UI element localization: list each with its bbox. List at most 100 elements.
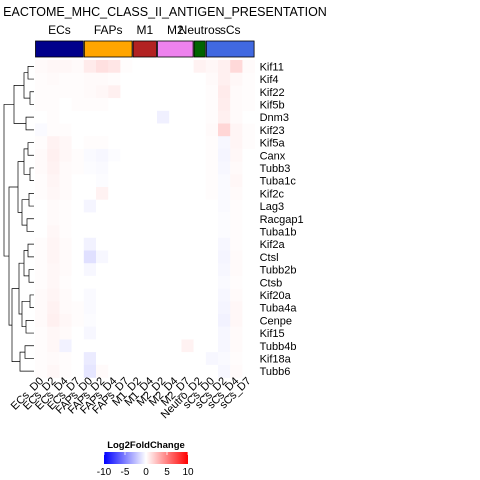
- dendrogram-branch: [3, 104, 14, 257]
- heatmap-cell: [169, 352, 182, 366]
- heatmap-cell: [205, 136, 219, 150]
- heatmap-cell: [132, 250, 146, 264]
- heatmap-cell: [96, 199, 109, 213]
- heatmap-cell: [181, 263, 194, 277]
- heatmap-cell: [242, 187, 255, 200]
- heatmap-cell: [193, 352, 207, 366]
- heatmap-cell: [242, 60, 255, 73]
- heatmap-cell: [132, 60, 146, 73]
- heatmap-cell: [71, 212, 85, 226]
- heatmap-cell: [132, 161, 146, 175]
- heatmap-cell: [83, 212, 97, 226]
- heatmap-cell: [35, 364, 48, 378]
- heatmap-cell: [83, 136, 97, 150]
- heatmap-cell: [193, 288, 207, 302]
- heatmap-cell: [108, 288, 121, 302]
- heatmap-cell: [96, 225, 109, 239]
- heatmap-cell: [120, 263, 133, 277]
- heatmap-cell: [242, 136, 255, 150]
- heatmap-cell: [83, 288, 97, 302]
- heatmap-cell: [230, 85, 243, 99]
- heatmap-cell: [83, 339, 97, 353]
- heatmap-cell: [71, 314, 85, 327]
- heatmap-cell: [242, 250, 255, 264]
- heatmap-cell: [96, 148, 109, 162]
- heatmap-cell: [218, 275, 231, 289]
- heatmap-cell: [47, 98, 60, 112]
- heatmap-cell: [108, 161, 121, 175]
- heatmap-cell: [120, 123, 133, 137]
- row-label: Kif23: [260, 125, 285, 137]
- heatmap-cell: [59, 60, 72, 73]
- dendrogram-branch: [25, 116, 34, 131]
- heatmap-cell: [230, 225, 243, 239]
- dendrogram-branch: [27, 142, 34, 156]
- heatmap-cell: [230, 72, 243, 86]
- dendrogram-branch: [29, 91, 34, 105]
- heatmap-cell: [218, 187, 231, 200]
- heatmap-cell: [144, 250, 158, 264]
- heatmap-cell: [157, 263, 170, 277]
- heatmap-cell: [35, 161, 48, 175]
- heatmap-cell: [59, 136, 72, 150]
- heatmap-cell: [144, 161, 158, 175]
- heatmap-cell: [242, 212, 255, 226]
- heatmap-cell: [181, 275, 194, 289]
- heatmap-cell: [83, 187, 97, 200]
- heatmap-cell: [83, 85, 97, 99]
- heatmap-cell: [35, 301, 48, 315]
- heatmap-cell: [218, 326, 231, 340]
- heatmap-cell: [169, 339, 182, 353]
- heatmap-cell: [35, 225, 48, 239]
- heatmap-cell: [230, 352, 243, 366]
- heatmap-cell: [193, 174, 207, 188]
- group-bar-neutros: [193, 40, 206, 58]
- heatmap-cell: [132, 225, 146, 239]
- heatmap-cell: [96, 187, 109, 200]
- heatmap-cell: [96, 326, 109, 340]
- heatmap-cell: [47, 148, 60, 162]
- heatmap-cell: [230, 148, 243, 162]
- heatmap-cell: [120, 161, 133, 175]
- heatmap-cell: [120, 60, 133, 73]
- heatmap-cell: [242, 72, 255, 86]
- heatmap-cell: [144, 199, 158, 213]
- heatmap-cell: [83, 98, 97, 112]
- heatmap-cell: [205, 60, 219, 73]
- heatmap-cell: [132, 98, 146, 112]
- dendrogram-branch: [8, 186, 18, 326]
- heatmap-cell: [96, 72, 109, 86]
- heatmap-cell: [108, 212, 121, 226]
- heatmap-cell: [132, 187, 146, 200]
- heatmap-cell: [35, 275, 48, 289]
- heatmap-cell: [242, 225, 255, 239]
- row-label: Ctsb: [260, 277, 283, 289]
- heatmap-cell: [230, 123, 243, 137]
- heatmap-cell: [96, 85, 109, 99]
- heatmap-cell: [35, 199, 48, 213]
- heatmap-cell: [144, 148, 158, 162]
- legend-ticks: -10 -5 0 5 10: [97, 452, 194, 478]
- heatmap-cell: [120, 275, 133, 289]
- dendrogram-branch: [27, 243, 34, 258]
- heatmap-cell: [242, 364, 255, 378]
- heatmap-cell: [181, 314, 194, 327]
- heatmap-cell: [83, 301, 97, 315]
- heatmap-cell: [181, 148, 194, 162]
- heatmap-cell: [218, 314, 231, 327]
- row-label: Tuba1c: [260, 176, 297, 188]
- heatmap-cell: [71, 364, 85, 378]
- heatmap-cell: [108, 110, 121, 124]
- heatmap-cell: [71, 148, 85, 162]
- heatmap-cell: [157, 301, 170, 315]
- heatmap-cell: [108, 301, 121, 315]
- heatmap-cell: [108, 364, 121, 378]
- heatmap-cell: [218, 288, 231, 302]
- heatmap-cell: [47, 161, 60, 175]
- heatmap-cell: [59, 288, 72, 302]
- heatmap-cell: [35, 136, 48, 150]
- heatmap-cell: [242, 275, 255, 289]
- heatmap-cell: [59, 352, 72, 366]
- heatmap-cell: [193, 237, 207, 251]
- row-label: Tubb6: [260, 366, 291, 378]
